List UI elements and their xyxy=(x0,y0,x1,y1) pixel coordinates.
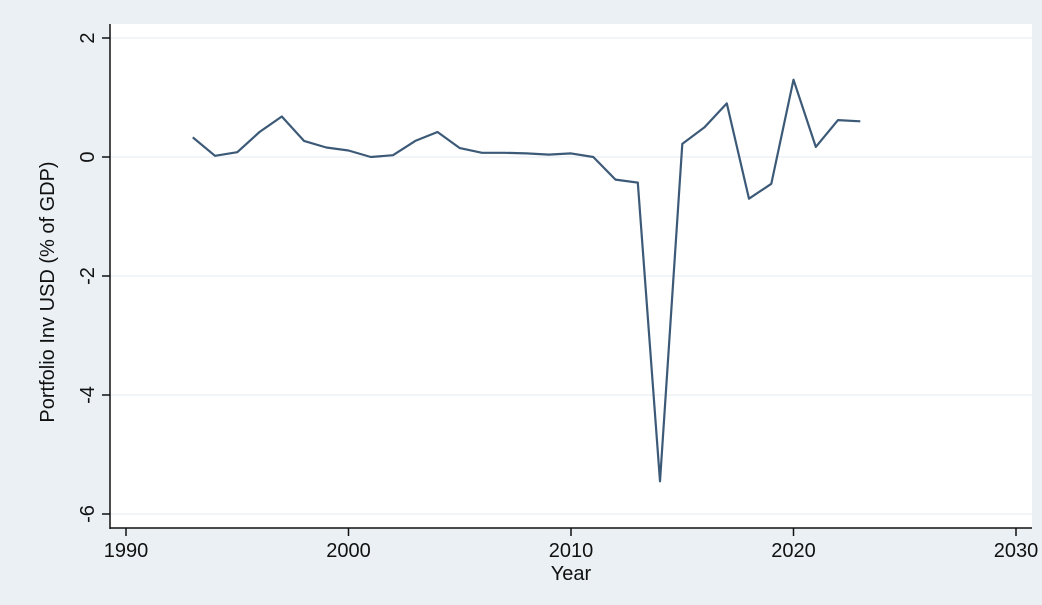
x-tick-label: 2030 xyxy=(994,540,1039,562)
x-tick-label: 2000 xyxy=(326,540,371,562)
y-axis-title: Portfolio Inv USD (% of GDP) xyxy=(37,161,59,422)
x-tick-label: 1990 xyxy=(104,540,149,562)
x-tick-label: 2010 xyxy=(549,540,594,562)
y-tick-label: -4 xyxy=(77,386,99,404)
x-axis-title: Year xyxy=(551,563,592,585)
y-tick-label: 2 xyxy=(77,32,99,43)
y-tick-label: -6 xyxy=(77,505,99,523)
y-tick-label: 0 xyxy=(77,151,99,162)
x-tick-label: 2020 xyxy=(771,540,816,562)
y-tick-label: -2 xyxy=(77,267,99,285)
